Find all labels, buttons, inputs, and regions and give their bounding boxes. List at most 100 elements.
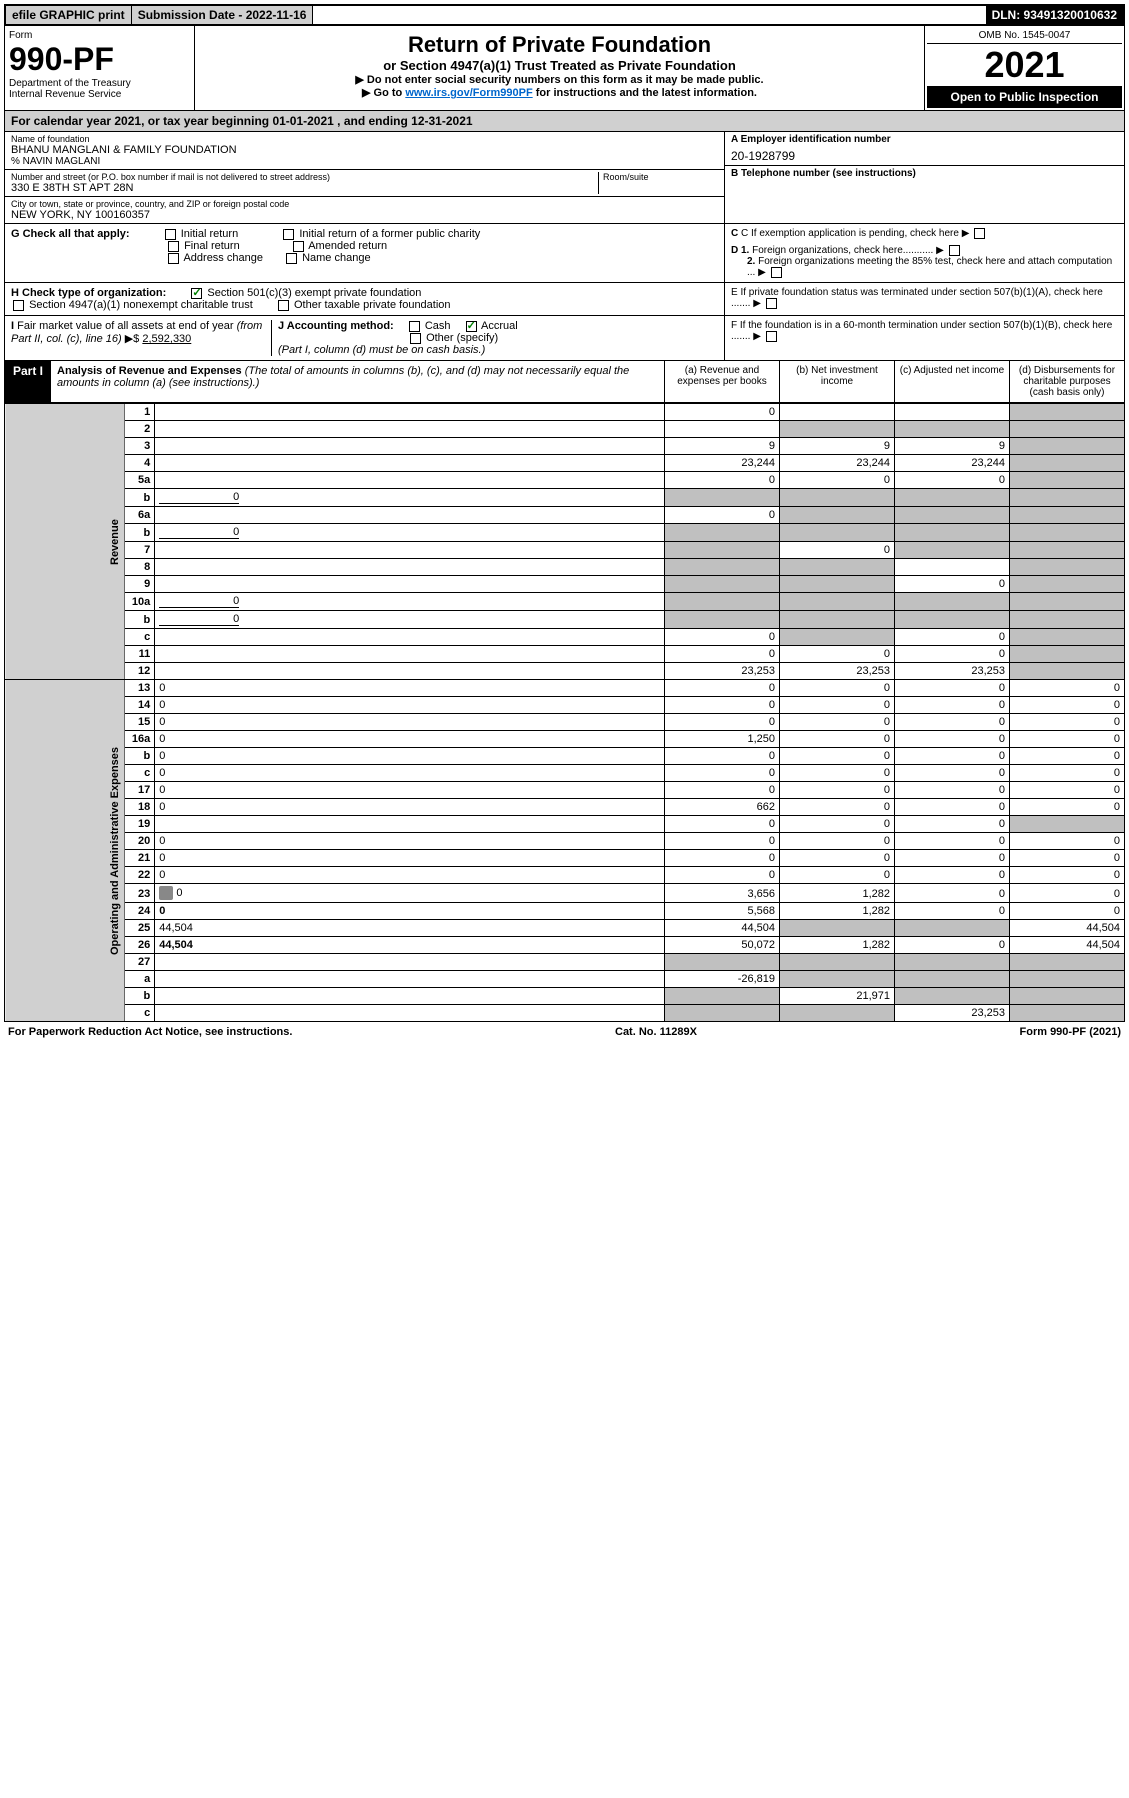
cell-a: 0 xyxy=(665,404,780,421)
row-desc: 0 xyxy=(155,833,665,850)
cell-b xyxy=(780,421,895,438)
row-number: 10a xyxy=(125,593,155,611)
footer-left: For Paperwork Reduction Act Notice, see … xyxy=(8,1026,292,1038)
cell-b: 0 xyxy=(780,731,895,748)
row-number: 26 xyxy=(125,937,155,954)
amended-return-checkbox[interactable] xyxy=(293,241,304,252)
section-i-j-row: I Fair market value of all assets at end… xyxy=(4,316,1125,361)
cell-c: 23,244 xyxy=(895,455,1010,472)
main-table: Revenue1023999423,24423,24423,2445a000b … xyxy=(4,403,1125,1022)
cell-d xyxy=(1010,455,1125,472)
row-number: 1 xyxy=(125,404,155,421)
cell-c xyxy=(895,954,1010,971)
cell-c: 0 xyxy=(895,867,1010,884)
row-number: 6a xyxy=(125,507,155,524)
cell-d xyxy=(1010,1005,1125,1022)
form-number: 990-PF xyxy=(9,41,190,78)
cell-c xyxy=(895,489,1010,507)
cell-b xyxy=(780,629,895,646)
cell-d xyxy=(1010,489,1125,507)
cell-b: 23,253 xyxy=(780,663,895,680)
cell-b: 0 xyxy=(780,816,895,833)
irs-link[interactable]: www.irs.gov/Form990PF xyxy=(405,87,532,99)
cell-a: 5,568 xyxy=(665,903,780,920)
cell-a xyxy=(665,576,780,593)
cell-b: 0 xyxy=(780,542,895,559)
cell-b xyxy=(780,971,895,988)
cash-checkbox[interactable] xyxy=(409,321,420,332)
cell-b xyxy=(780,1005,895,1022)
submission-date: Submission Date - 2022-11-16 xyxy=(132,6,314,24)
other-method-checkbox[interactable] xyxy=(410,333,421,344)
cell-b: 0 xyxy=(780,714,895,731)
street-address: 330 E 38TH ST APT 28N xyxy=(11,182,598,194)
cell-a: 0 xyxy=(665,816,780,833)
cell-a: 0 xyxy=(665,697,780,714)
501c3-checkbox[interactable] xyxy=(191,288,202,299)
h-opt2: Section 4947(a)(1) nonexempt charitable … xyxy=(29,299,253,311)
cell-a xyxy=(665,988,780,1005)
row-desc xyxy=(155,663,665,680)
phone-label: B Telephone number (see instructions) xyxy=(731,168,1118,179)
row-desc: 0 xyxy=(155,489,665,507)
cell-a: 23,244 xyxy=(665,455,780,472)
cell-c: 0 xyxy=(895,576,1010,593)
revenue-side-label: Revenue xyxy=(5,404,125,680)
row-number: 27 xyxy=(125,954,155,971)
d1-checkbox[interactable] xyxy=(949,245,960,256)
row-number: 15 xyxy=(125,714,155,731)
row-number: 25 xyxy=(125,920,155,937)
row-desc: 0 xyxy=(155,903,665,920)
h-label: H Check type of organization: xyxy=(11,287,166,299)
name-change-checkbox[interactable] xyxy=(286,253,297,264)
cell-c: 0 xyxy=(895,782,1010,799)
attachment-icon[interactable] xyxy=(159,886,173,900)
row-desc xyxy=(155,404,665,421)
final-return-checkbox[interactable] xyxy=(168,241,179,252)
row-desc xyxy=(155,507,665,524)
e-checkbox[interactable] xyxy=(766,298,777,309)
cell-b: 21,971 xyxy=(780,988,895,1005)
row-desc: 0 xyxy=(155,731,665,748)
row-desc: 0 xyxy=(155,765,665,782)
row-number: c xyxy=(125,765,155,782)
row-number: 2 xyxy=(125,421,155,438)
cell-b: 0 xyxy=(780,697,895,714)
row-desc: 0 xyxy=(155,782,665,799)
cell-a xyxy=(665,593,780,611)
cell-a xyxy=(665,954,780,971)
cell-d xyxy=(1010,988,1125,1005)
cell-a: 0 xyxy=(665,867,780,884)
addr-label: Number and street (or P.O. box number if… xyxy=(11,172,598,182)
part1-header-row: Part I Analysis of Revenue and Expenses … xyxy=(4,361,1125,403)
f-checkbox[interactable] xyxy=(766,331,777,342)
cell-d xyxy=(1010,629,1125,646)
c-checkbox[interactable] xyxy=(974,228,985,239)
cell-b: 0 xyxy=(780,850,895,867)
form-title: Return of Private Foundation xyxy=(201,32,918,58)
cell-a xyxy=(665,542,780,559)
address-change-checkbox[interactable] xyxy=(168,253,179,264)
city-label: City or town, state or province, country… xyxy=(11,199,718,209)
d2-checkbox[interactable] xyxy=(771,267,782,278)
row-number: 22 xyxy=(125,867,155,884)
cell-c: 0 xyxy=(895,833,1010,850)
cell-b: 1,282 xyxy=(780,937,895,954)
row-number: 24 xyxy=(125,903,155,920)
other-taxable-checkbox[interactable] xyxy=(278,300,289,311)
4947-checkbox[interactable] xyxy=(13,300,24,311)
row-desc: 0 xyxy=(155,680,665,697)
cell-b: 9 xyxy=(780,438,895,455)
initial-public-checkbox[interactable] xyxy=(283,229,294,240)
omb-number: OMB No. 1545-0047 xyxy=(927,28,1122,44)
accrual-checkbox[interactable] xyxy=(466,321,477,332)
cell-d: 0 xyxy=(1010,714,1125,731)
initial-return-checkbox[interactable] xyxy=(165,229,176,240)
part1-title: Analysis of Revenue and Expenses xyxy=(57,365,242,377)
row-desc: 0 xyxy=(155,799,665,816)
cell-b: 1,282 xyxy=(780,884,895,903)
row-desc: 44,504 xyxy=(155,937,665,954)
cell-d: 0 xyxy=(1010,867,1125,884)
row-number: b xyxy=(125,988,155,1005)
cell-d xyxy=(1010,971,1125,988)
